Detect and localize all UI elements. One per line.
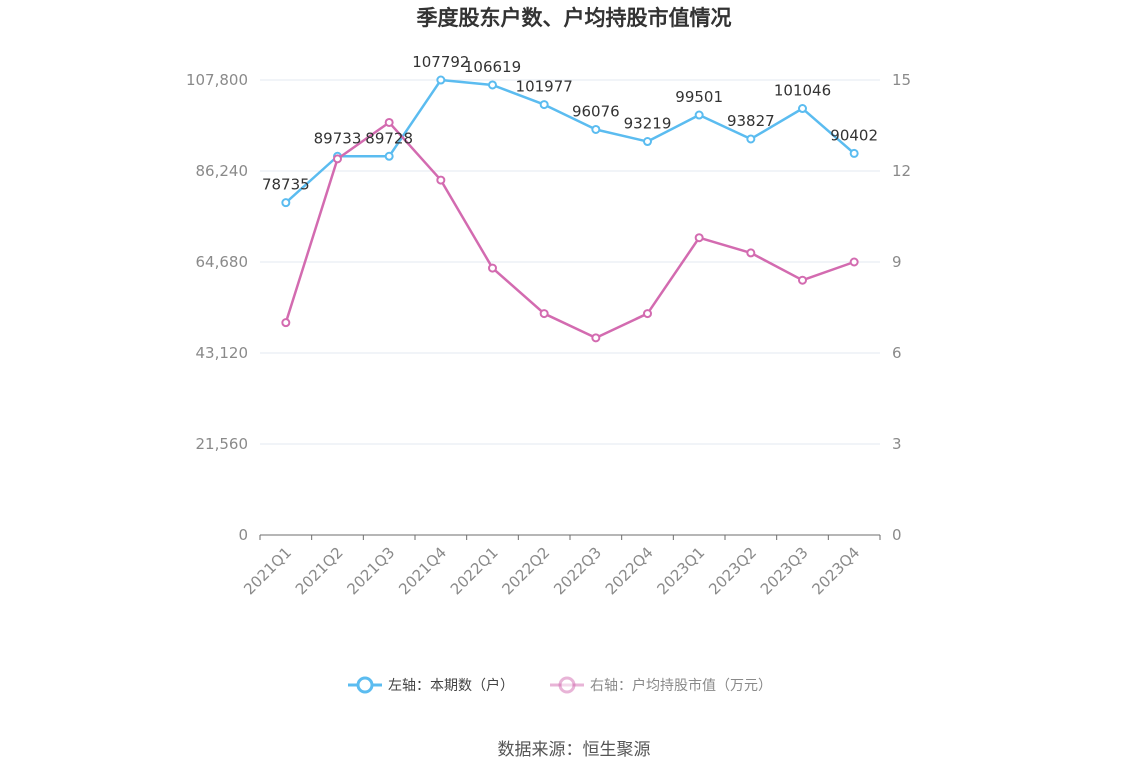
series-2-point xyxy=(591,333,601,343)
data-label: 89733 xyxy=(314,129,362,147)
series-1-point xyxy=(539,100,549,110)
chart-title: 季度股东户数、户均持股市值情况 xyxy=(417,6,732,30)
series-2-point xyxy=(643,309,652,319)
y-left-tick-label: 21,560 xyxy=(196,435,249,453)
x-tick-label: 2023Q4 xyxy=(809,543,864,598)
data-label: 78735 xyxy=(262,176,310,194)
series-2-point xyxy=(798,275,807,285)
data-label: 89728 xyxy=(365,129,413,147)
series-2-point xyxy=(384,117,394,127)
data-label: 93827 xyxy=(727,112,775,130)
y-left-tick-label: 107,800 xyxy=(186,71,248,89)
series-2-point xyxy=(281,318,291,328)
series-1-point xyxy=(384,151,394,161)
legend-item-right[interactable]: 右轴：户均持股市值（万元） xyxy=(550,676,772,694)
series-2-point xyxy=(436,175,446,185)
series-line-2 xyxy=(284,121,855,340)
y-right-tick-label: 6 xyxy=(892,344,902,362)
x-tick-label: 2022Q3 xyxy=(550,543,605,598)
series-2-point xyxy=(333,154,342,164)
series-1-point xyxy=(281,198,291,208)
axes: 0 0 21,560 3 43,120 6 64,680 9 86,240 12 107,800 15… xyxy=(186,71,911,598)
series-1-point xyxy=(591,124,601,134)
series-2-point xyxy=(488,263,497,273)
y-left-tick-label: 86,240 xyxy=(196,162,249,180)
x-tick-label: 2023Q2 xyxy=(705,543,760,598)
series-1-point xyxy=(643,137,652,147)
data-label: 99501 xyxy=(675,88,723,106)
y-left-tick-label: 64,680 xyxy=(196,253,249,271)
series-2-point xyxy=(539,309,549,319)
data-label: 90402 xyxy=(830,126,878,144)
legend-label-left: 左轴：本期数（户） xyxy=(388,677,514,694)
x-tick-label: 2021Q2 xyxy=(292,543,347,598)
series-2-point xyxy=(746,248,756,258)
x-tick-label: 2022Q1 xyxy=(447,543,502,598)
x-tick-label: 2021Q1 xyxy=(240,543,295,598)
series-2-point xyxy=(694,233,704,243)
series-2-point xyxy=(849,257,859,267)
data-label: 107792 xyxy=(412,53,469,71)
x-tick-label: 2022Q2 xyxy=(499,543,554,598)
series-1-point xyxy=(436,75,446,85)
y-right-tick-label: 3 xyxy=(892,435,902,453)
data-label: 101046 xyxy=(774,82,831,100)
series-1-point xyxy=(798,104,807,114)
legend-label-right: 右轴：户均持股市值（万元） xyxy=(590,677,772,694)
x-tick-label: 2021Q3 xyxy=(344,543,399,598)
series-1-point xyxy=(694,110,704,120)
legend[interactable]: 左轴：本期数（户） 右轴：户均持股市值（万元） xyxy=(348,676,772,694)
x-tick-label: 2021Q4 xyxy=(395,543,450,598)
series-line-1 xyxy=(284,78,855,204)
grid xyxy=(260,79,880,445)
y-left-tick-label: 43,120 xyxy=(196,344,249,362)
series-1-point xyxy=(488,80,497,90)
data-label: 96076 xyxy=(572,102,620,120)
y-right-tick-label: 0 xyxy=(892,526,902,544)
source-text: 数据来源：恒生聚源 xyxy=(498,740,651,760)
y-right-tick-label: 15 xyxy=(892,71,911,89)
series-layer xyxy=(281,75,859,343)
legend-item-left[interactable]: 左轴：本期数（户） xyxy=(348,676,514,694)
series-1-point xyxy=(746,134,756,144)
legend-circle-icon xyxy=(356,676,374,694)
data-label: 93219 xyxy=(624,115,672,133)
x-tick-label: 2023Q3 xyxy=(757,543,812,598)
y-left-tick-label: 0 xyxy=(238,526,248,544)
legend-circle-icon xyxy=(558,676,576,694)
y-right-tick-label: 9 xyxy=(892,253,902,271)
series-1-point xyxy=(849,148,859,158)
y-right-tick-label: 12 xyxy=(892,162,911,180)
x-tick-label: 2022Q4 xyxy=(602,543,657,598)
data-label: 106619 xyxy=(464,58,521,76)
data-label: 101977 xyxy=(516,78,573,96)
x-tick-label: 2023Q1 xyxy=(654,543,709,598)
